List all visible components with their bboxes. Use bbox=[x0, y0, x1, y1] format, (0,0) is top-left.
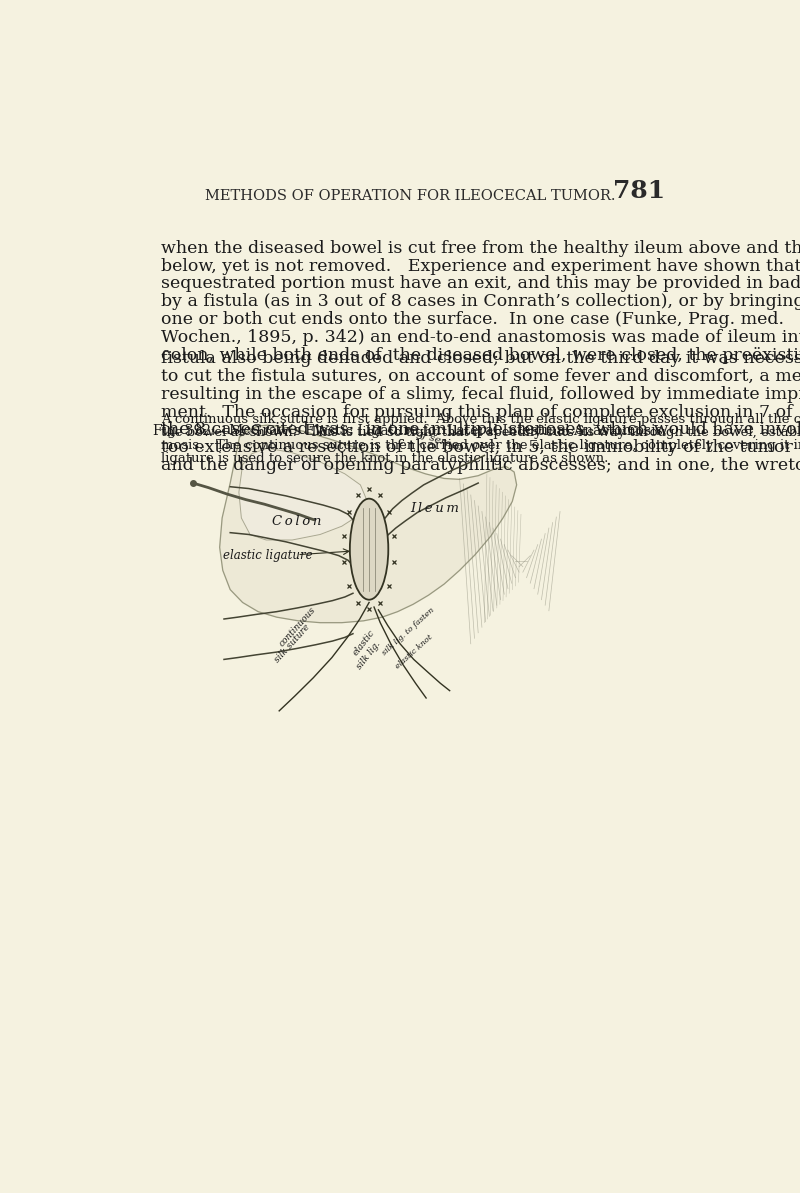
Text: elastic knot: elastic knot bbox=[394, 633, 434, 670]
Text: too extensive a resection of the bowel; in 5, the immobility of the tumor: too extensive a resection of the bowel; … bbox=[161, 439, 793, 457]
Text: s. of serosa: s. of serosa bbox=[404, 425, 463, 452]
Text: I l e u m: I l e u m bbox=[410, 502, 459, 515]
Text: fistula also being denuded and closed; but on the third day it was necessary: fistula also being denuded and closed; b… bbox=[161, 350, 800, 366]
Text: continuous: continuous bbox=[277, 606, 317, 649]
Text: sequestrated portion must have an exit, and this may be provided in bad cases,: sequestrated portion must have an exit, … bbox=[161, 276, 800, 292]
Text: A continuous silk suture is first applied.  Above this the elastic ligature pass: A continuous silk suture is first applie… bbox=[161, 413, 800, 426]
Polygon shape bbox=[220, 425, 517, 623]
Text: when the diseased bowel is cut free from the healthy ileum above and the colon: when the diseased bowel is cut free from… bbox=[161, 240, 800, 256]
Text: and the danger of opening paratyphlitic abscesses; and in one, the wretched: and the danger of opening paratyphlitic … bbox=[161, 457, 800, 475]
Text: Fig. 392.—McGraw’s Elastic Ligature for Lateral Intestinal Anastomosis.: Fig. 392.—McGraw’s Elastic Ligature for … bbox=[153, 425, 667, 438]
Text: 781: 781 bbox=[614, 179, 666, 203]
Text: below, yet is not removed.   Experience and experiment have shown that the: below, yet is not removed. Experience an… bbox=[161, 258, 800, 274]
Text: C o l o n: C o l o n bbox=[272, 515, 322, 528]
Text: resulting in the escape of a slimy, fecal fluid, followed by immediate improve-: resulting in the escape of a slimy, feca… bbox=[161, 385, 800, 403]
Text: the bowel as shown.   This is tied so tight that it speedily cuts its way throug: the bowel as shown. This is tied so tigh… bbox=[161, 426, 800, 439]
Text: colon, while both ends of  the diseased bowel, were closed, the preëxisting: colon, while both ends of the diseased b… bbox=[161, 347, 800, 364]
Text: the 8 cases cited was:  in one, multiple stenoses, which would have involved: the 8 cases cited was: in one, multiple … bbox=[161, 421, 800, 439]
Text: elastic ligature: elastic ligature bbox=[222, 549, 312, 562]
Text: elastic: elastic bbox=[350, 628, 376, 657]
Text: mosis.   The continuous suture is then carried over the elastic ligature, comple: mosis. The continuous suture is then car… bbox=[161, 439, 800, 452]
Text: by a fistula (as in 3 out of 8 cases in Conrath’s collection), or by bringing: by a fistula (as in 3 out of 8 cases in … bbox=[161, 293, 800, 310]
Text: silk lig. to fasten: silk lig. to fasten bbox=[381, 606, 437, 657]
Text: silk suture: silk suture bbox=[273, 623, 312, 665]
Text: ligature is used to secure the knot in the elastic ligature as shown.: ligature is used to secure the knot in t… bbox=[161, 452, 608, 465]
Text: Wochen., 1895, p. 342) an end-to-end anastomosis was made of ileum into: Wochen., 1895, p. 342) an end-to-end ana… bbox=[161, 329, 800, 346]
Text: to cut the fistula sutures, on account of some fever and discomfort, a measure: to cut the fistula sutures, on account o… bbox=[161, 367, 800, 385]
Text: silk lig.: silk lig. bbox=[355, 639, 383, 670]
Polygon shape bbox=[239, 449, 366, 540]
Ellipse shape bbox=[350, 499, 388, 600]
Text: one or both cut ends onto the surface.  In one case (Funke, Prag. med.: one or both cut ends onto the surface. I… bbox=[161, 311, 784, 328]
Text: METHODS OF OPERATION FOR ILEOCECAL TUMOR.: METHODS OF OPERATION FOR ILEOCECAL TUMOR… bbox=[205, 188, 615, 203]
Text: ment.  The occasion for pursuing this plan of complete exclusion in 7 of: ment. The occasion for pursuing this pla… bbox=[161, 403, 792, 421]
